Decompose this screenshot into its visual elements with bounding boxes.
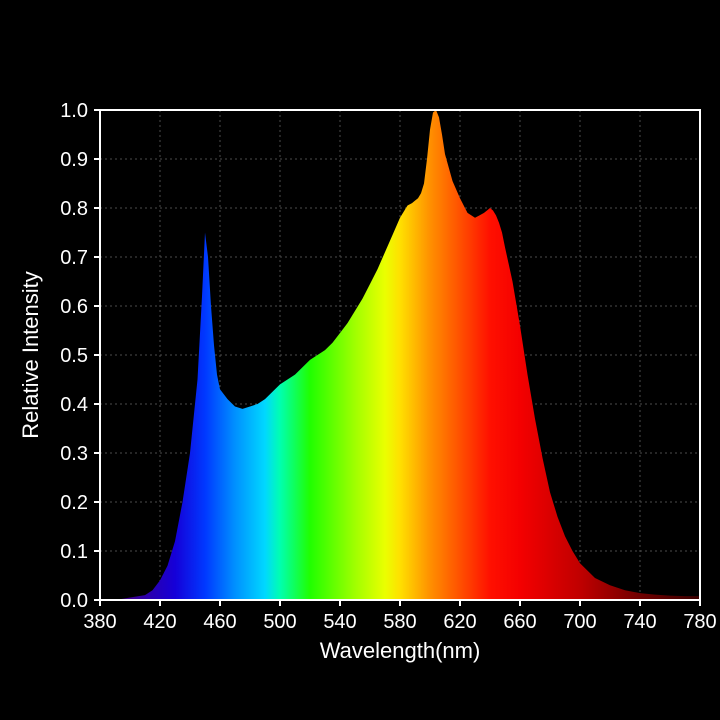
- x-tick-label: 380: [83, 611, 116, 633]
- y-tick-label: 0.2: [60, 492, 88, 514]
- x-tick-label: 780: [683, 611, 716, 633]
- x-tick-label: 460: [203, 611, 236, 633]
- spectrum-chart-svg: 380 420 460 500 540 580 620 660 700 740 780 0.0 0.1 0…: [0, 0, 720, 720]
- x-axis-label: Wavelength(nm): [320, 638, 481, 663]
- x-tick-label: 500: [263, 611, 296, 633]
- y-tick-label: 0.9: [60, 149, 88, 171]
- x-tick-label: 740: [623, 611, 656, 633]
- y-tick-label: 0.3: [60, 443, 88, 465]
- y-tick-label: 0.4: [60, 394, 88, 416]
- y-tick-label: 0.7: [60, 247, 88, 269]
- y-tick-label: 0.0: [60, 590, 88, 612]
- y-tick-label: 0.1: [60, 541, 88, 563]
- y-tick-label: 0.5: [60, 345, 88, 367]
- x-tick-label: 540: [323, 611, 356, 633]
- x-tick-label: 660: [503, 611, 536, 633]
- x-tick-label: 420: [143, 611, 176, 633]
- spectrum-chart: 380 420 460 500 540 580 620 660 700 740 780 0.0 0.1 0…: [0, 0, 720, 720]
- x-tick-label: 620: [443, 611, 476, 633]
- y-tick-label: 1.0: [60, 100, 88, 122]
- x-tick-label: 580: [383, 611, 416, 633]
- y-tick-label: 0.6: [60, 296, 88, 318]
- y-axis-label: Relative Intensity: [18, 271, 43, 439]
- y-tick-label: 0.8: [60, 198, 88, 220]
- x-tick-label: 700: [563, 611, 596, 633]
